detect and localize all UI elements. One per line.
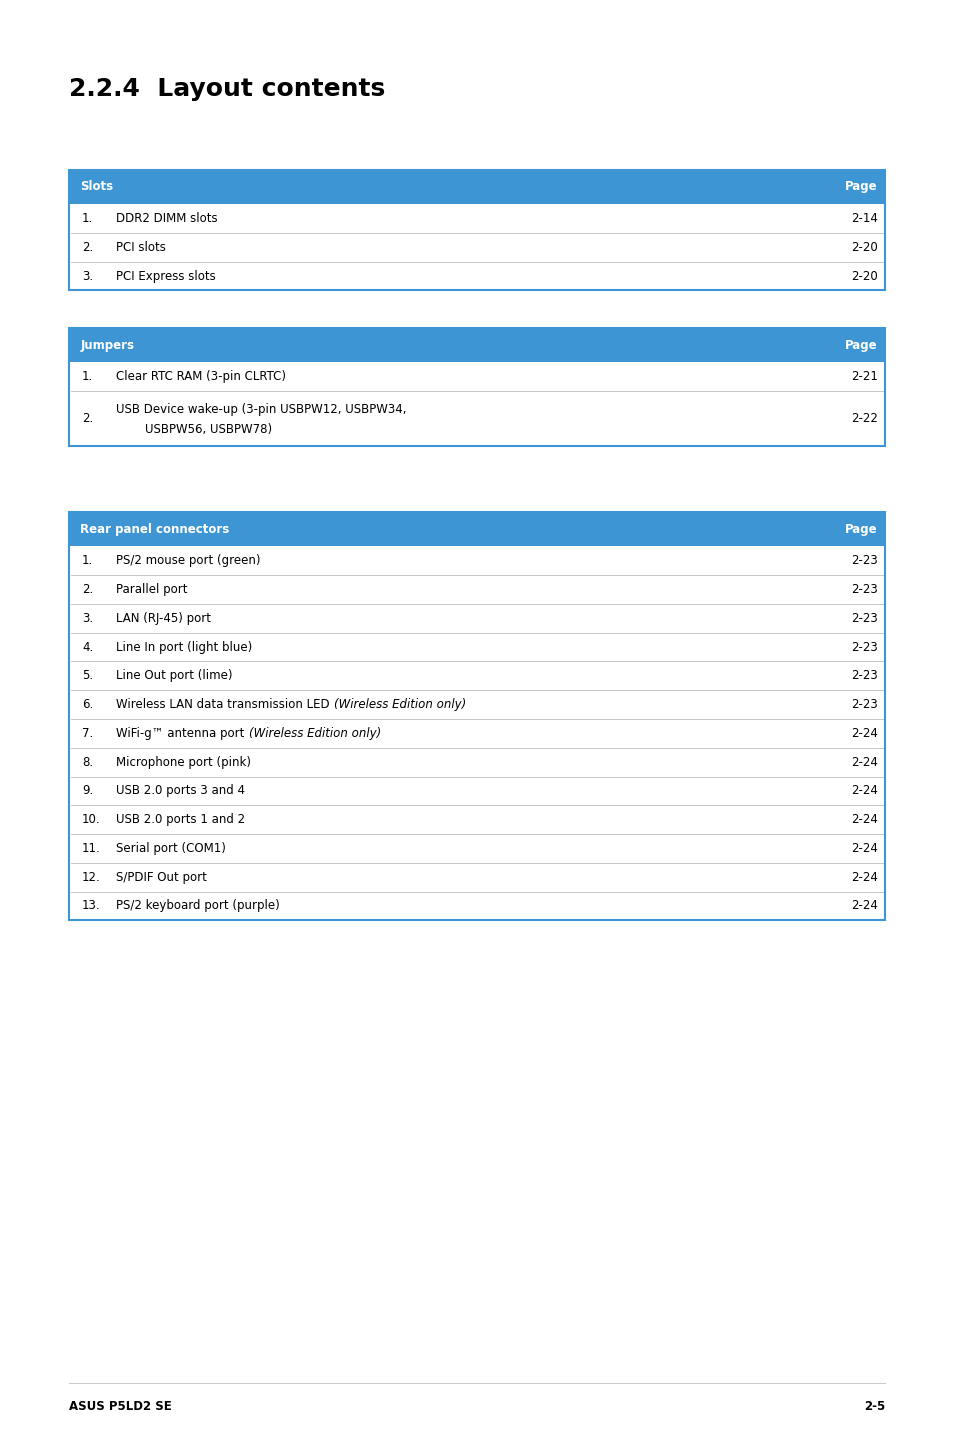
Text: 1.: 1.	[82, 554, 93, 568]
Text: USB Device wake-up (3-pin USBPW12, USBPW34,: USB Device wake-up (3-pin USBPW12, USBPW…	[116, 403, 407, 416]
Text: PCI slots: PCI slots	[116, 240, 166, 255]
Bar	[69, 170, 884, 290]
Text: Serial port (COM1): Serial port (COM1)	[116, 841, 226, 856]
Text: 2-24: 2-24	[850, 841, 877, 856]
Text: WiFi-g™ antenna port: WiFi-g™ antenna port	[116, 726, 248, 741]
Text: S/PDIF Out port: S/PDIF Out port	[116, 870, 207, 884]
Text: 2-24: 2-24	[850, 784, 877, 798]
Text: Slots: Slots	[80, 180, 113, 194]
Text: 2-23: 2-23	[850, 697, 877, 712]
Text: Page: Page	[844, 338, 877, 352]
Text: 2-24: 2-24	[850, 870, 877, 884]
Text: 2-23: 2-23	[850, 582, 877, 597]
Text: USB 2.0 ports 1 and 2: USB 2.0 ports 1 and 2	[116, 812, 245, 827]
Text: 2-24: 2-24	[850, 812, 877, 827]
Text: PCI Express slots: PCI Express slots	[116, 269, 216, 283]
Text: PS/2 keyboard port (purple): PS/2 keyboard port (purple)	[116, 899, 280, 913]
Text: 5.: 5.	[82, 669, 93, 683]
Text: 3.: 3.	[82, 269, 93, 283]
Bar	[69, 328, 884, 362]
Text: Page: Page	[844, 180, 877, 194]
Bar	[69, 512, 884, 546]
Text: 2-22: 2-22	[850, 411, 877, 426]
Text: DDR2 DIMM slots: DDR2 DIMM slots	[116, 211, 218, 226]
Text: 12.: 12.	[82, 870, 101, 884]
Text: Line In port (light blue): Line In port (light blue)	[116, 640, 253, 654]
Text: 2-23: 2-23	[850, 554, 877, 568]
Text: Page: Page	[844, 522, 877, 536]
Text: LAN (RJ-45) port: LAN (RJ-45) port	[116, 611, 212, 626]
Text: USBPW56, USBPW78): USBPW56, USBPW78)	[145, 423, 272, 436]
Bar	[69, 546, 884, 920]
Text: 2.: 2.	[82, 411, 93, 426]
Text: 6.: 6.	[82, 697, 93, 712]
Text: 10.: 10.	[82, 812, 101, 827]
Text: 3.: 3.	[82, 611, 93, 626]
Text: Microphone port (pink): Microphone port (pink)	[116, 755, 252, 769]
Bar	[69, 204, 884, 290]
Text: 8.: 8.	[82, 755, 93, 769]
Text: PS/2 mouse port (green): PS/2 mouse port (green)	[116, 554, 260, 568]
Text: Line Out port (lime): Line Out port (lime)	[116, 669, 233, 683]
Text: Wireless LAN data transmission LED: Wireless LAN data transmission LED	[116, 697, 334, 712]
Text: 1.: 1.	[82, 370, 93, 384]
Text: 2-24: 2-24	[850, 755, 877, 769]
Text: 1.: 1.	[82, 211, 93, 226]
Text: 13.: 13.	[82, 899, 101, 913]
Text: Rear panel connectors: Rear panel connectors	[80, 522, 229, 536]
Text: 2.2.4  Layout contents: 2.2.4 Layout contents	[69, 78, 384, 101]
Bar	[69, 362, 884, 446]
Text: (Wireless Edition only): (Wireless Edition only)	[248, 726, 380, 741]
Text: 2-24: 2-24	[850, 726, 877, 741]
Text: 7.: 7.	[82, 726, 93, 741]
Text: 2-23: 2-23	[850, 640, 877, 654]
Text: 2-24: 2-24	[850, 899, 877, 913]
Text: 11.: 11.	[82, 841, 101, 856]
Text: 2-20: 2-20	[850, 269, 877, 283]
Text: 2.: 2.	[82, 240, 93, 255]
Text: Clear RTC RAM (3-pin CLRTC): Clear RTC RAM (3-pin CLRTC)	[116, 370, 286, 384]
Text: 2-5: 2-5	[863, 1399, 884, 1414]
Text: 2-23: 2-23	[850, 611, 877, 626]
Text: (Wireless Edition only): (Wireless Edition only)	[334, 697, 465, 712]
Bar	[69, 328, 884, 446]
Text: Jumpers: Jumpers	[80, 338, 134, 352]
Text: Parallel port: Parallel port	[116, 582, 188, 597]
Text: ASUS P5LD2 SE: ASUS P5LD2 SE	[69, 1399, 172, 1414]
Text: 2-21: 2-21	[850, 370, 877, 384]
Text: 2.: 2.	[82, 582, 93, 597]
Text: 9.: 9.	[82, 784, 93, 798]
Text: 4.: 4.	[82, 640, 93, 654]
Text: 2-23: 2-23	[850, 669, 877, 683]
Text: 2-20: 2-20	[850, 240, 877, 255]
Text: USB 2.0 ports 3 and 4: USB 2.0 ports 3 and 4	[116, 784, 245, 798]
Bar	[69, 170, 884, 204]
Text: 2-14: 2-14	[850, 211, 877, 226]
Bar	[69, 512, 884, 920]
